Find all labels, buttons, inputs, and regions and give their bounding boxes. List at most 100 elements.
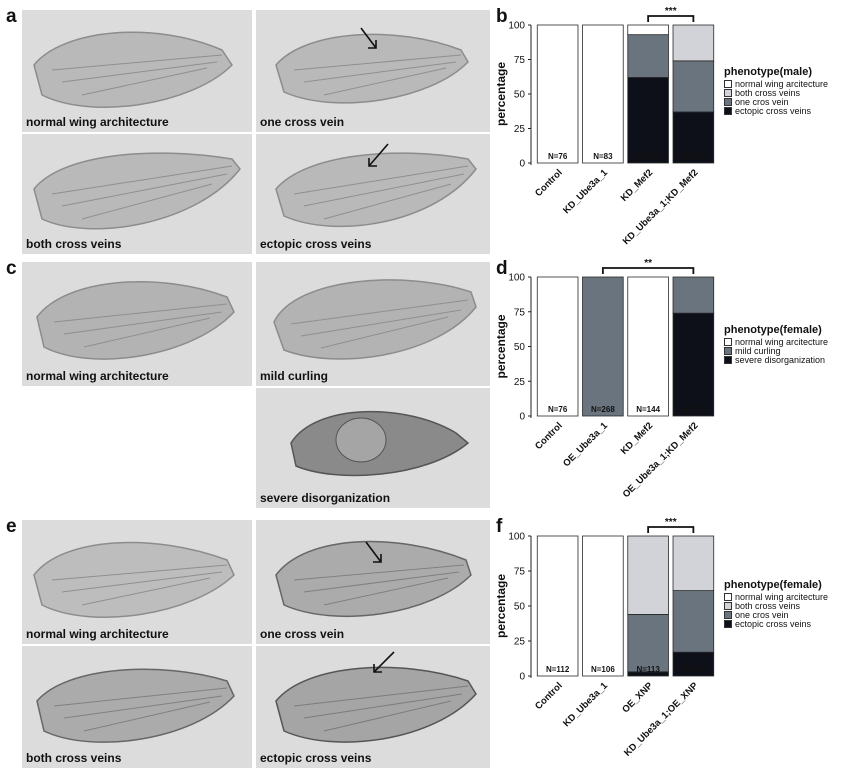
- legend-title: phenotype(female): [724, 579, 822, 591]
- bar-segment: [672, 60, 715, 113]
- caption-normal-wing: normal wing architecture: [26, 115, 169, 129]
- caption-both-cross-veins-e: both cross veins: [26, 751, 122, 765]
- legend-item: both cross veins: [724, 600, 828, 611]
- panel-letter-c: c: [6, 258, 17, 279]
- caption-both-cross-veins: both cross veins: [26, 237, 122, 251]
- bar-segment: [672, 276, 715, 314]
- n-label: N=83: [593, 152, 613, 161]
- caption-normal-wing-e: normal wing architecture: [26, 627, 169, 641]
- legend-item: normal wing arcitecture: [724, 591, 829, 602]
- arrow-icon: [365, 541, 382, 563]
- caption-normal-wing-c: normal wing architecture: [26, 369, 169, 383]
- legend-label: one cros vein: [735, 96, 789, 107]
- x-tick-label: KD_Ube3a_1;KD_Mef2: [621, 167, 701, 247]
- bar-segment: [672, 312, 715, 417]
- y-tick-label: 100: [508, 532, 525, 543]
- bar-segment: [627, 34, 669, 78]
- legend-f: phenotype(female) normal wing arcitectur…: [724, 579, 829, 629]
- n-label: N=112: [546, 665, 570, 674]
- y-tick-label: 100: [508, 21, 525, 32]
- x-tick-label: OE_Ube3a_1: [561, 420, 610, 469]
- legend-item: both cross veins: [724, 87, 828, 98]
- bar-segment: [672, 111, 715, 164]
- y-tick-label: 75: [514, 55, 526, 66]
- panel-letter-e: e: [6, 516, 17, 537]
- x-tick-label: OE_Ube3a_1;KD_Mef2: [621, 420, 701, 500]
- caption-one-cross-vein-e: one cross vein: [260, 627, 345, 641]
- bar-segment: [627, 24, 669, 36]
- bar-segment: [582, 24, 624, 164]
- wing-photo-mild-curling: mild curling: [256, 262, 490, 386]
- y-tick-label: 25: [514, 377, 526, 388]
- bar-segment: [627, 671, 669, 677]
- chart-1: 0 25 50 75 100 percentage N=76 Control N=268 OE_U…: [494, 258, 715, 500]
- y-axis-label: percentage: [494, 314, 508, 378]
- wing-photo-severe-disorganization: severe disorganization: [256, 388, 490, 508]
- chart-0: 0 25 50 75 100 percentage N=76 Control N=83 KD_Ub…: [494, 6, 715, 247]
- bar-segment: [627, 535, 669, 615]
- bar-segment: [536, 24, 579, 164]
- x-tick-label: KD_Mef2: [619, 167, 656, 204]
- legend-label: severe disorganization: [735, 354, 826, 365]
- n-label: N=152: [636, 152, 660, 161]
- significance-label: **: [644, 258, 652, 269]
- wing-photo-one-cross-vein: one cross vein: [256, 10, 490, 132]
- y-tick-label: 75: [514, 307, 526, 318]
- caption-ectopic-cross-veins-e: ectopic cross veins: [260, 751, 372, 765]
- n-label: N=144: [636, 405, 660, 414]
- bar-segment: [627, 77, 669, 164]
- wing-photo-normal-e: normal wing architecture: [22, 520, 252, 644]
- bar-segment: [672, 590, 715, 653]
- bar-segment: [672, 651, 715, 677]
- y-tick-label: 0: [519, 672, 525, 683]
- y-tick-label: 50: [514, 602, 526, 613]
- y-tick-label: 100: [508, 273, 525, 284]
- bar-segment: [582, 535, 624, 677]
- legend-label: both cross veins: [735, 87, 801, 98]
- y-tick-label: 25: [514, 124, 526, 135]
- legend-label: both cross veins: [735, 600, 801, 611]
- y-tick-label: 50: [514, 342, 526, 353]
- panel-letter-d: d: [496, 258, 508, 279]
- n-label: N=106: [591, 665, 615, 674]
- significance-bracket: [647, 526, 695, 533]
- y-axis-label: percentage: [494, 62, 508, 126]
- caption-mild-curling: mild curling: [260, 369, 329, 383]
- legend-item: normal wing arcitecture: [724, 78, 829, 89]
- legend-title: phenotype(male): [724, 66, 813, 78]
- wing-photo-normal: normal wing architecture: [22, 10, 252, 132]
- significance-bracket: [647, 15, 695, 22]
- panel-letter-a: a: [6, 6, 17, 27]
- y-axis-label: percentage: [494, 574, 508, 638]
- n-label: N=109: [681, 152, 705, 161]
- caption-one-cross-vein: one cross vein: [260, 115, 345, 129]
- wing-photo-both-cross-veins: both cross veins: [22, 134, 252, 254]
- x-tick-label: KD_Ube3a_1: [561, 680, 610, 729]
- legend-label: normal wing arcitecture: [735, 78, 829, 89]
- legend-label: mild curling: [735, 345, 781, 356]
- legend-label: one cros vein: [735, 609, 789, 620]
- significance-label: ***: [665, 6, 677, 17]
- bar-segment: [536, 535, 579, 677]
- legend-label: normal wing arcitecture: [735, 591, 829, 602]
- legend-item: ectopic cross veins: [724, 619, 828, 629]
- x-tick-label: KD_Ube3a_1: [561, 167, 610, 216]
- x-tick-label: KD_Ube3a_1;OE_XNP: [622, 680, 701, 759]
- wing-photo-one-cross-vein-e: one cross vein: [256, 520, 490, 644]
- y-tick-label: 50: [514, 90, 526, 101]
- panel-letter-f: f: [496, 516, 503, 537]
- arrow-icon: [360, 27, 377, 49]
- legend-item: one cros vein: [724, 609, 828, 620]
- n-label: N=120: [681, 665, 705, 674]
- caption-severe-disorganization: severe disorganization: [260, 491, 391, 505]
- significance-label: ***: [665, 517, 677, 528]
- n-label: N=113: [636, 665, 660, 674]
- legend-item: one cros vein: [724, 96, 828, 107]
- n-label: N=268: [591, 405, 615, 414]
- legend-item: severe disorganization: [724, 354, 828, 365]
- legend-d: phenotype(female) normal wing arcitectur…: [724, 325, 828, 365]
- legend-item: normal wing arcitecture: [724, 337, 828, 347]
- n-label: N=76: [548, 152, 568, 161]
- y-tick-label: 25: [514, 637, 526, 648]
- bar-segment: [536, 276, 579, 417]
